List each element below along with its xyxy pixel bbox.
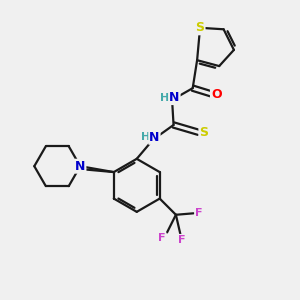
Text: N: N <box>169 91 180 104</box>
Text: S: S <box>196 21 205 34</box>
Text: H: H <box>160 93 169 103</box>
Text: N: N <box>149 131 160 144</box>
Text: H: H <box>141 132 150 142</box>
Text: F: F <box>178 235 185 245</box>
Text: F: F <box>195 208 202 218</box>
Text: O: O <box>211 88 222 100</box>
Text: N: N <box>75 160 86 173</box>
Text: F: F <box>158 233 166 243</box>
Text: S: S <box>200 126 208 139</box>
